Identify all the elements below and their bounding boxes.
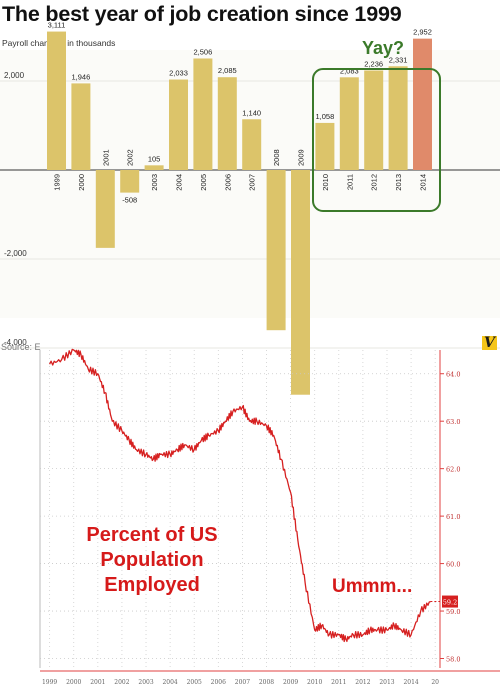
page-title: The best year of job creation since 1999 bbox=[2, 2, 402, 26]
x-tick-label: 2006 bbox=[211, 679, 226, 686]
bar-value-label: 2,033 bbox=[169, 69, 188, 78]
x-tick-label: 2007 bbox=[235, 679, 250, 686]
bar-2013 bbox=[388, 66, 408, 170]
end-annotation: Ummm... bbox=[332, 576, 413, 597]
x-category-label: 2003 bbox=[150, 174, 159, 191]
x-tick-label: 2013 bbox=[379, 679, 394, 686]
x-category-label: 2013 bbox=[394, 174, 403, 191]
y-tick-label: 58.0 bbox=[446, 656, 460, 664]
x-category-label: 2005 bbox=[199, 174, 208, 191]
bar-2000 bbox=[71, 83, 91, 170]
series-line bbox=[49, 348, 431, 643]
y-tick-label: -4,000 bbox=[4, 338, 27, 347]
bar-value-label: 105 bbox=[148, 154, 161, 163]
bar-value-label: -508 bbox=[122, 196, 137, 205]
bar-2005 bbox=[193, 58, 213, 170]
x-category-label: 2007 bbox=[248, 174, 257, 191]
x-category-label: 2002 bbox=[126, 149, 135, 166]
publisher-logo: V bbox=[482, 335, 497, 351]
callout-label: Yay? bbox=[362, 38, 405, 58]
bar-2014 bbox=[413, 38, 432, 170]
y-tick-label: 64.0 bbox=[446, 371, 460, 379]
bar-value-label: 2,236 bbox=[364, 59, 383, 68]
x-tick-label: 2001 bbox=[90, 679, 105, 686]
x-category-label: 2012 bbox=[370, 174, 379, 191]
bar-2003 bbox=[144, 165, 164, 170]
annotation-line-1: Percent of US bbox=[86, 524, 218, 546]
bar-2001 bbox=[95, 170, 115, 248]
bar-2012 bbox=[364, 70, 384, 170]
bar-value-label: 2,331 bbox=[389, 55, 408, 64]
y-tick-label: -2,000 bbox=[4, 249, 27, 258]
x-tick-label: 2005 bbox=[187, 679, 202, 686]
x-tick-label: 20 bbox=[431, 679, 439, 686]
y-tick-label: 63.0 bbox=[446, 418, 460, 426]
bar-value-label: 2,083 bbox=[340, 66, 359, 75]
x-tick-label: 2014 bbox=[403, 679, 418, 686]
x-tick-label: 2010 bbox=[307, 679, 322, 686]
x-category-label: 2009 bbox=[297, 149, 306, 166]
bar-value-label: 2,085 bbox=[218, 66, 237, 75]
x-category-label: 1999 bbox=[53, 174, 62, 191]
x-tick-label: 1999 bbox=[42, 679, 57, 686]
x-tick-label: 2000 bbox=[66, 679, 81, 686]
bar-value-label: 2,952 bbox=[413, 28, 432, 37]
line-annotation: Percent of US Population Employed bbox=[82, 523, 222, 598]
y-tick-label: 61.0 bbox=[446, 513, 460, 521]
x-tick-label: 2002 bbox=[114, 679, 129, 686]
bar-2007 bbox=[242, 119, 262, 170]
x-category-label: 2008 bbox=[272, 149, 281, 166]
y-tick-label: 59.0 bbox=[446, 608, 460, 616]
x-category-label: 2006 bbox=[223, 174, 232, 191]
callout-box bbox=[312, 68, 441, 212]
x-category-label: 2010 bbox=[321, 174, 330, 191]
last-value-badge bbox=[442, 595, 458, 608]
x-category-label: 2004 bbox=[175, 174, 184, 191]
bar-2006 bbox=[217, 77, 237, 170]
bar-value-label: 1,058 bbox=[316, 112, 335, 121]
bar-chart: 2,000 -2,000 -4,000 3,111 1999 1,946 2000 2001 -… bbox=[0, 21, 500, 395]
bar-2008 bbox=[266, 170, 286, 331]
source-label: Source: E bbox=[1, 342, 41, 352]
x-tick-label: 2004 bbox=[162, 679, 177, 686]
bar-value-label: 3,111 bbox=[48, 21, 66, 30]
x-category-label: 2014 bbox=[419, 174, 428, 191]
bar-2004 bbox=[169, 79, 188, 170]
bar-value-label: 2,506 bbox=[194, 47, 213, 56]
bar-2011 bbox=[339, 77, 359, 170]
bar-2010 bbox=[315, 122, 335, 170]
last-value-label: 59.2 bbox=[443, 599, 457, 607]
y-tick-label: 62.0 bbox=[446, 466, 460, 474]
x-tick-label: 2011 bbox=[331, 679, 346, 686]
x-tick-label: 2008 bbox=[259, 679, 274, 686]
line-chart: 58.0 59.0 60.0 61.0 62.0 63.0 64.0 1999 2000 2001… bbox=[39, 348, 500, 686]
bar-2002 bbox=[120, 170, 140, 193]
annotation-line-3: Employed bbox=[104, 574, 200, 596]
y-tick-label: 2,000 bbox=[4, 71, 25, 80]
bar-1999 bbox=[47, 31, 66, 170]
bar-value-label: 1,946 bbox=[72, 72, 91, 81]
y-tick-label: 60.0 bbox=[446, 561, 460, 569]
x-category-label: 2000 bbox=[77, 174, 86, 191]
bar-value-label: 1,140 bbox=[242, 108, 261, 117]
x-tick-label: 2009 bbox=[283, 679, 298, 686]
x-category-label: 2011 bbox=[345, 174, 354, 190]
x-category-label: 2001 bbox=[101, 149, 110, 166]
x-tick-label: 2012 bbox=[355, 679, 370, 686]
bar-2009 bbox=[291, 170, 310, 395]
annotation-line-2: Population bbox=[100, 549, 204, 571]
x-tick-label: 2003 bbox=[138, 679, 153, 686]
